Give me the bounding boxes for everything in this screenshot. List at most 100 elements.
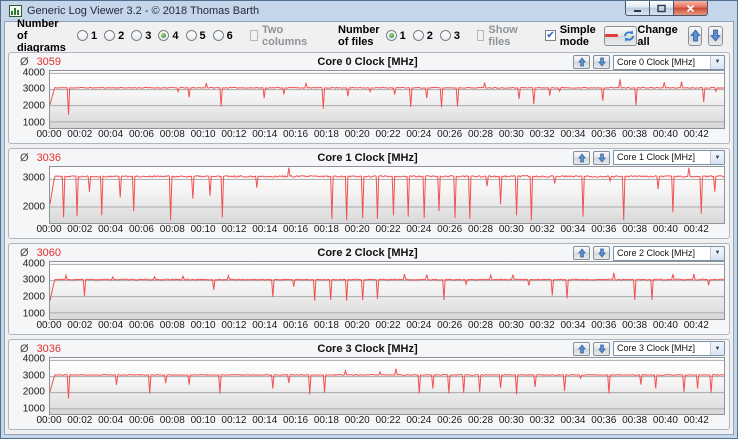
show-files-checkbox[interactable]: Show files — [476, 23, 521, 48]
average-value: 3036 — [36, 342, 62, 355]
chevron-down-icon: ▼ — [710, 55, 724, 69]
series-select[interactable]: Core 3 Clock [MHz] ▼ — [613, 341, 725, 356]
file-count-option-3[interactable]: 3 — [439, 30, 460, 42]
line-chart — [50, 167, 724, 224]
panel-header: Ø 3036 Core 1 Clock [MHz] Core 1 Clock [… — [10, 150, 725, 166]
average-value: 3036 — [36, 151, 62, 164]
diagram-count-option-6[interactable]: 6 — [212, 30, 233, 42]
series-down-button[interactable] — [593, 341, 610, 356]
plot-area[interactable] — [49, 356, 725, 415]
average-readout: Ø 3060 — [20, 247, 61, 259]
plot-area[interactable] — [49, 165, 725, 224]
file-count-option-1[interactable]: 1 — [385, 30, 406, 42]
plot-area[interactable] — [49, 261, 725, 320]
simple-mode-checkbox[interactable]: ✔ Simple mode — [545, 24, 596, 48]
change-all-down-button[interactable] — [708, 25, 723, 46]
x-tick-label: 00:40 — [652, 224, 678, 235]
x-tick-label: 00:12 — [221, 319, 247, 331]
diagram-count-option-3[interactable]: 3 — [131, 30, 151, 42]
x-tick-label: 00:08 — [159, 128, 185, 140]
x-tick-label: 00:22 — [375, 128, 401, 140]
x-tick-label: 00:42 — [683, 319, 709, 331]
x-tick-label: 00:36 — [591, 128, 617, 140]
x-tick-label: 00:34 — [560, 319, 586, 331]
x-tick-label: 00:26 — [437, 224, 463, 235]
x-tick-label: 00:36 — [591, 224, 617, 235]
average-readout: Ø 3036 — [20, 343, 61, 355]
up-arrow-icon — [689, 29, 701, 42]
x-axis: 00:00 00:02 00:04 00:06 00:08 00:10 00:12 00:14… — [36, 415, 724, 428]
x-tick-label: 00:20 — [344, 224, 370, 235]
x-tick-label: 00:20 — [344, 415, 370, 426]
down-arrow-icon — [597, 248, 606, 258]
x-tick-label: 00:00 — [36, 319, 62, 331]
y-tick-label: 4000 — [22, 67, 45, 78]
x-tick-label: 00:04 — [98, 128, 124, 140]
diagram-count-option-5[interactable]: 5 — [185, 29, 206, 42]
average-readout: Ø 3059 — [20, 56, 61, 68]
down-arrow-icon — [597, 153, 606, 163]
radio-icon — [104, 30, 116, 41]
x-tick-label: 00:06 — [128, 224, 154, 235]
panel-controls: Core 1 Clock [MHz] ▼ — [573, 150, 725, 165]
x-tick-label: 00:16 — [283, 319, 309, 331]
remove-refresh-button[interactable] — [604, 25, 638, 46]
diagram-count-option-4[interactable]: 4 — [158, 30, 179, 42]
x-tick-label: 00:14 — [252, 415, 278, 426]
x-tick-label: 00:40 — [652, 128, 678, 140]
radio-label: 2 — [426, 29, 433, 42]
diagram-panel: Ø 3036 Core 3 Clock [MHz] Core 3 Clock [… — [8, 338, 730, 430]
x-tick-label: 00:34 — [560, 224, 586, 235]
x-tick-label: 00:18 — [313, 224, 339, 235]
y-tick-label: 3000 — [22, 172, 45, 184]
series-up-button[interactable] — [573, 150, 590, 165]
x-tick-label: 00:04 — [98, 319, 124, 331]
x-tick-label: 00:32 — [529, 415, 555, 426]
series-down-button[interactable] — [593, 55, 610, 69]
series-select-value: Core 2 Clock [MHz] — [617, 247, 696, 258]
y-tick-label: 2000 — [22, 100, 45, 112]
up-arrow-icon — [577, 248, 586, 258]
x-tick-label: 00:26 — [437, 128, 463, 140]
diagrams-label: Number of diagrams — [17, 17, 66, 54]
maximize-button[interactable] — [649, 1, 674, 16]
series-down-button[interactable] — [593, 150, 610, 165]
two-columns-checkbox[interactable]: Two columns — [249, 24, 310, 48]
series-up-button[interactable] — [573, 341, 590, 356]
radio-label: 5 — [199, 29, 206, 42]
diagram-count-option-2[interactable]: 2 — [104, 30, 124, 42]
x-tick-label: 00:16 — [283, 415, 309, 426]
diagram-panel: Ø 3036 Core 1 Clock [MHz] Core 1 Clock [… — [8, 147, 730, 239]
x-tick-label: 00:32 — [529, 224, 555, 235]
close-button[interactable] — [673, 1, 708, 16]
series-up-button[interactable] — [573, 246, 590, 260]
change-all-label: Change all — [637, 23, 678, 48]
x-tick-label: 00:24 — [406, 319, 432, 331]
close-icon — [686, 4, 695, 12]
x-tick-label: 00:18 — [313, 128, 339, 140]
change-all-up-button[interactable] — [687, 25, 703, 46]
files-label: Number of files — [338, 23, 380, 48]
minimize-button[interactable] — [625, 1, 650, 16]
x-tick-label: 00:12 — [221, 128, 247, 140]
chevron-down-icon: ▼ — [710, 151, 724, 164]
series-up-button[interactable] — [573, 55, 590, 69]
x-tick-label: 00:14 — [252, 128, 278, 140]
y-axis: 1000 2000 3000 4000 — [10, 258, 49, 320]
plot-area[interactable] — [49, 70, 725, 129]
x-tick-label: 00:22 — [375, 319, 401, 331]
series-select[interactable]: Core 2 Clock [MHz] ▼ — [613, 245, 725, 261]
file-count-option-2[interactable]: 2 — [412, 29, 433, 42]
series-select[interactable]: Core 0 Clock [MHz] ▼ — [613, 54, 725, 70]
x-tick-label: 00:04 — [98, 415, 124, 426]
line-chart — [50, 71, 724, 128]
refresh-icon — [624, 29, 635, 42]
diagram-count-option-1[interactable]: 1 — [77, 30, 97, 42]
series-select[interactable]: Core 1 Clock [MHz] ▼ — [613, 150, 725, 165]
average-readout: Ø 3036 — [20, 152, 61, 164]
show-files-label: Show files — [488, 23, 518, 48]
x-tick-label: 00:38 — [622, 128, 648, 140]
series-down-button[interactable] — [593, 246, 610, 260]
x-tick-label: 00:12 — [221, 415, 247, 426]
